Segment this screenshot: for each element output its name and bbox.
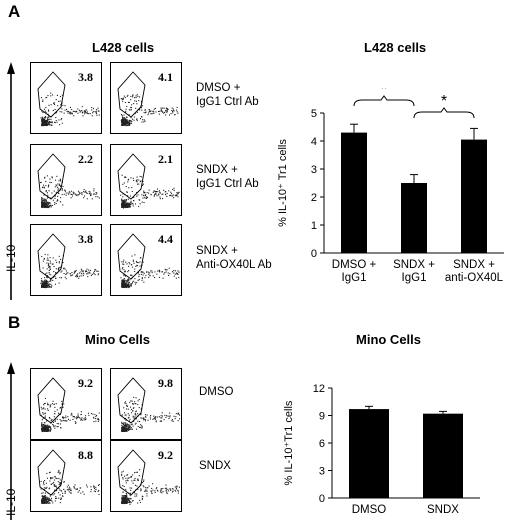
flow-plot: 2.1 — [110, 144, 182, 216]
x-tick-label: IgG1 — [342, 272, 367, 284]
bar — [349, 409, 389, 498]
flow-plot: 4.4 — [110, 224, 182, 296]
y-tick-label: 0 — [311, 248, 317, 260]
gate-outline — [37, 377, 66, 424]
y-tick-label: 0 — [319, 493, 325, 505]
y-axis-label: % IL-10⁺Tr1 cells — [283, 400, 295, 485]
panel-a-il10-label-wrap: IL-10 — [2, 226, 22, 276]
gate-percentage: 8.8 — [78, 448, 93, 462]
condition-line: Anti-OX40L Ab — [196, 259, 272, 271]
panel-a-il10-axis-marker — [7, 62, 15, 300]
flow-dots — [117, 71, 179, 127]
flow-dots — [117, 153, 180, 209]
y-tick-label: 3 — [311, 164, 317, 176]
panel-b-bar-chart: 0 3 6 9 12 % IL-10⁺Tr1 cells DMSO SNDX — [283, 383, 480, 516]
gate-outline — [37, 233, 66, 280]
bar — [461, 139, 487, 253]
gate-percentage: 2.1 — [158, 152, 173, 166]
y-tick-label: 9 — [319, 411, 325, 423]
flow-plot: 9.2 — [30, 368, 102, 440]
gate-percentage: 4.4 — [158, 232, 173, 246]
flow-dots — [37, 153, 100, 209]
flow-plot: 3.8 — [30, 62, 102, 134]
significance-bracket — [353, 95, 415, 107]
bar — [341, 132, 367, 253]
x-tick-label: DMSO + — [332, 259, 377, 271]
y-tick-label: 6 — [319, 438, 325, 450]
flow-plot: 4.1 — [110, 62, 182, 134]
panel-b-il10-label: IL-10 — [4, 488, 18, 516]
panel-a-condition-2: SNDX + IgG1 Ctrl Ab — [196, 163, 259, 191]
significance-bracket — [413, 107, 475, 119]
x-tick-label: anti-OX40L — [445, 272, 504, 284]
gate-percentage: 9.2 — [78, 376, 93, 390]
panel-b-condition-1: DMSO — [199, 385, 234, 399]
gate-outline — [37, 449, 66, 496]
flow-plot: 9.8 — [110, 368, 182, 440]
gate-outline — [117, 71, 146, 118]
panel-a-il10-label: IL-10 — [4, 244, 18, 272]
panel-a-flow-title: L428 cells — [92, 40, 155, 55]
panel-b-il10-label-wrap: IL-10 — [2, 470, 22, 520]
gate-outline — [37, 153, 66, 200]
condition-line: DMSO — [199, 386, 234, 398]
flow-plot: 3.8 — [30, 224, 102, 296]
gate-percentage: 2.2 — [78, 152, 93, 166]
significance-star: * — [381, 88, 387, 98]
panel-a-condition-3: SNDX + Anti-OX40L Ab — [196, 244, 272, 272]
gate-outline — [37, 71, 66, 118]
panel-a-chart-title: L428 cells — [364, 40, 427, 55]
gate-outline — [117, 377, 146, 424]
y-tick-label: 5 — [311, 108, 317, 120]
flow-dots — [37, 449, 100, 504]
flow-dots — [37, 71, 100, 127]
y-tick-label: 2 — [311, 192, 317, 204]
flow-dots — [37, 377, 100, 433]
axis-arrowhead-icon — [7, 362, 15, 374]
gate-percentage: 9.8 — [158, 376, 173, 390]
y-tick-label: 3 — [319, 466, 325, 478]
flow-plot: 2.2 — [30, 144, 102, 216]
x-tick-label: DMSO — [352, 504, 387, 516]
condition-line: SNDX + — [196, 164, 238, 176]
condition-line: SNDX + — [196, 245, 238, 257]
flow-dots — [117, 377, 181, 432]
condition-line: IgG1 Ctrl Ab — [196, 178, 259, 190]
gate-percentage: 3.8 — [78, 232, 93, 246]
panel-a-condition-1: DMSO + IgG1 Ctrl Ab — [196, 81, 259, 109]
condition-line: SNDX — [199, 460, 231, 472]
panel-b-letter: B — [8, 313, 21, 332]
flow-dots — [37, 233, 100, 289]
gate-outline — [117, 153, 146, 200]
panel-a-letter: A — [8, 2, 21, 21]
flow-dots — [117, 449, 180, 505]
gate-percentage: 4.1 — [158, 70, 173, 84]
flow-plot: 9.2 — [110, 440, 182, 512]
gate-outline — [117, 233, 146, 280]
x-tick-label: SNDX — [427, 504, 459, 516]
y-tick-label: 1 — [311, 220, 317, 232]
x-tick-label: SNDX + — [453, 259, 495, 271]
panel-b-condition-2: SNDX — [199, 459, 231, 473]
gate-percentage: 9.2 — [158, 448, 173, 462]
x-tick-label: SNDX + — [393, 259, 435, 271]
significance-star: * — [441, 93, 447, 110]
condition-line: DMSO + — [196, 82, 241, 94]
gate-outline — [117, 449, 146, 496]
gate-percentage: 3.8 — [78, 70, 93, 84]
axis-arrowhead-icon — [7, 62, 15, 74]
flow-dots — [117, 233, 180, 289]
panel-b-il10-axis-marker — [7, 362, 15, 520]
flow-plot: 8.8 — [30, 440, 102, 512]
panel-b-chart-title: Mino Cells — [356, 332, 422, 347]
x-tick-label: IgG1 — [402, 272, 427, 284]
y-tick-label: 4 — [311, 136, 317, 148]
bar — [423, 413, 463, 498]
condition-line: IgG1 Ctrl Ab — [196, 96, 259, 108]
y-tick-label: 12 — [313, 383, 325, 395]
panel-b-flow-title: Mino Cells — [85, 332, 151, 347]
y-axis-label: % IL-10⁺ Tr1 cells — [277, 139, 289, 227]
bar — [401, 183, 427, 253]
